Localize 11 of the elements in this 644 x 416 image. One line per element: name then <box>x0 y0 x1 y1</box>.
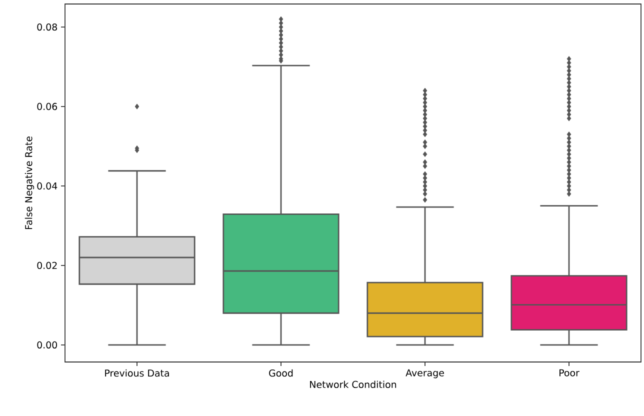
x-axis-title: Network Condition <box>310 380 396 388</box>
y-tick-label: 0.02 <box>37 262 57 270</box>
x-tick-label: Previous Data <box>105 369 169 377</box>
y-tick-label: 0.00 <box>37 341 58 348</box>
x-tick-label: Average <box>406 369 444 378</box>
y-axis-title: False Negative Rate <box>24 136 34 230</box>
y-tick-label: 0.06 <box>37 102 58 110</box>
x-tick-label: Poor <box>560 369 580 376</box>
x-tick-label: Good <box>269 369 293 377</box>
y-tick-label: 0.04 <box>37 182 58 190</box>
y-tick-label: 0.08 <box>37 23 57 31</box>
